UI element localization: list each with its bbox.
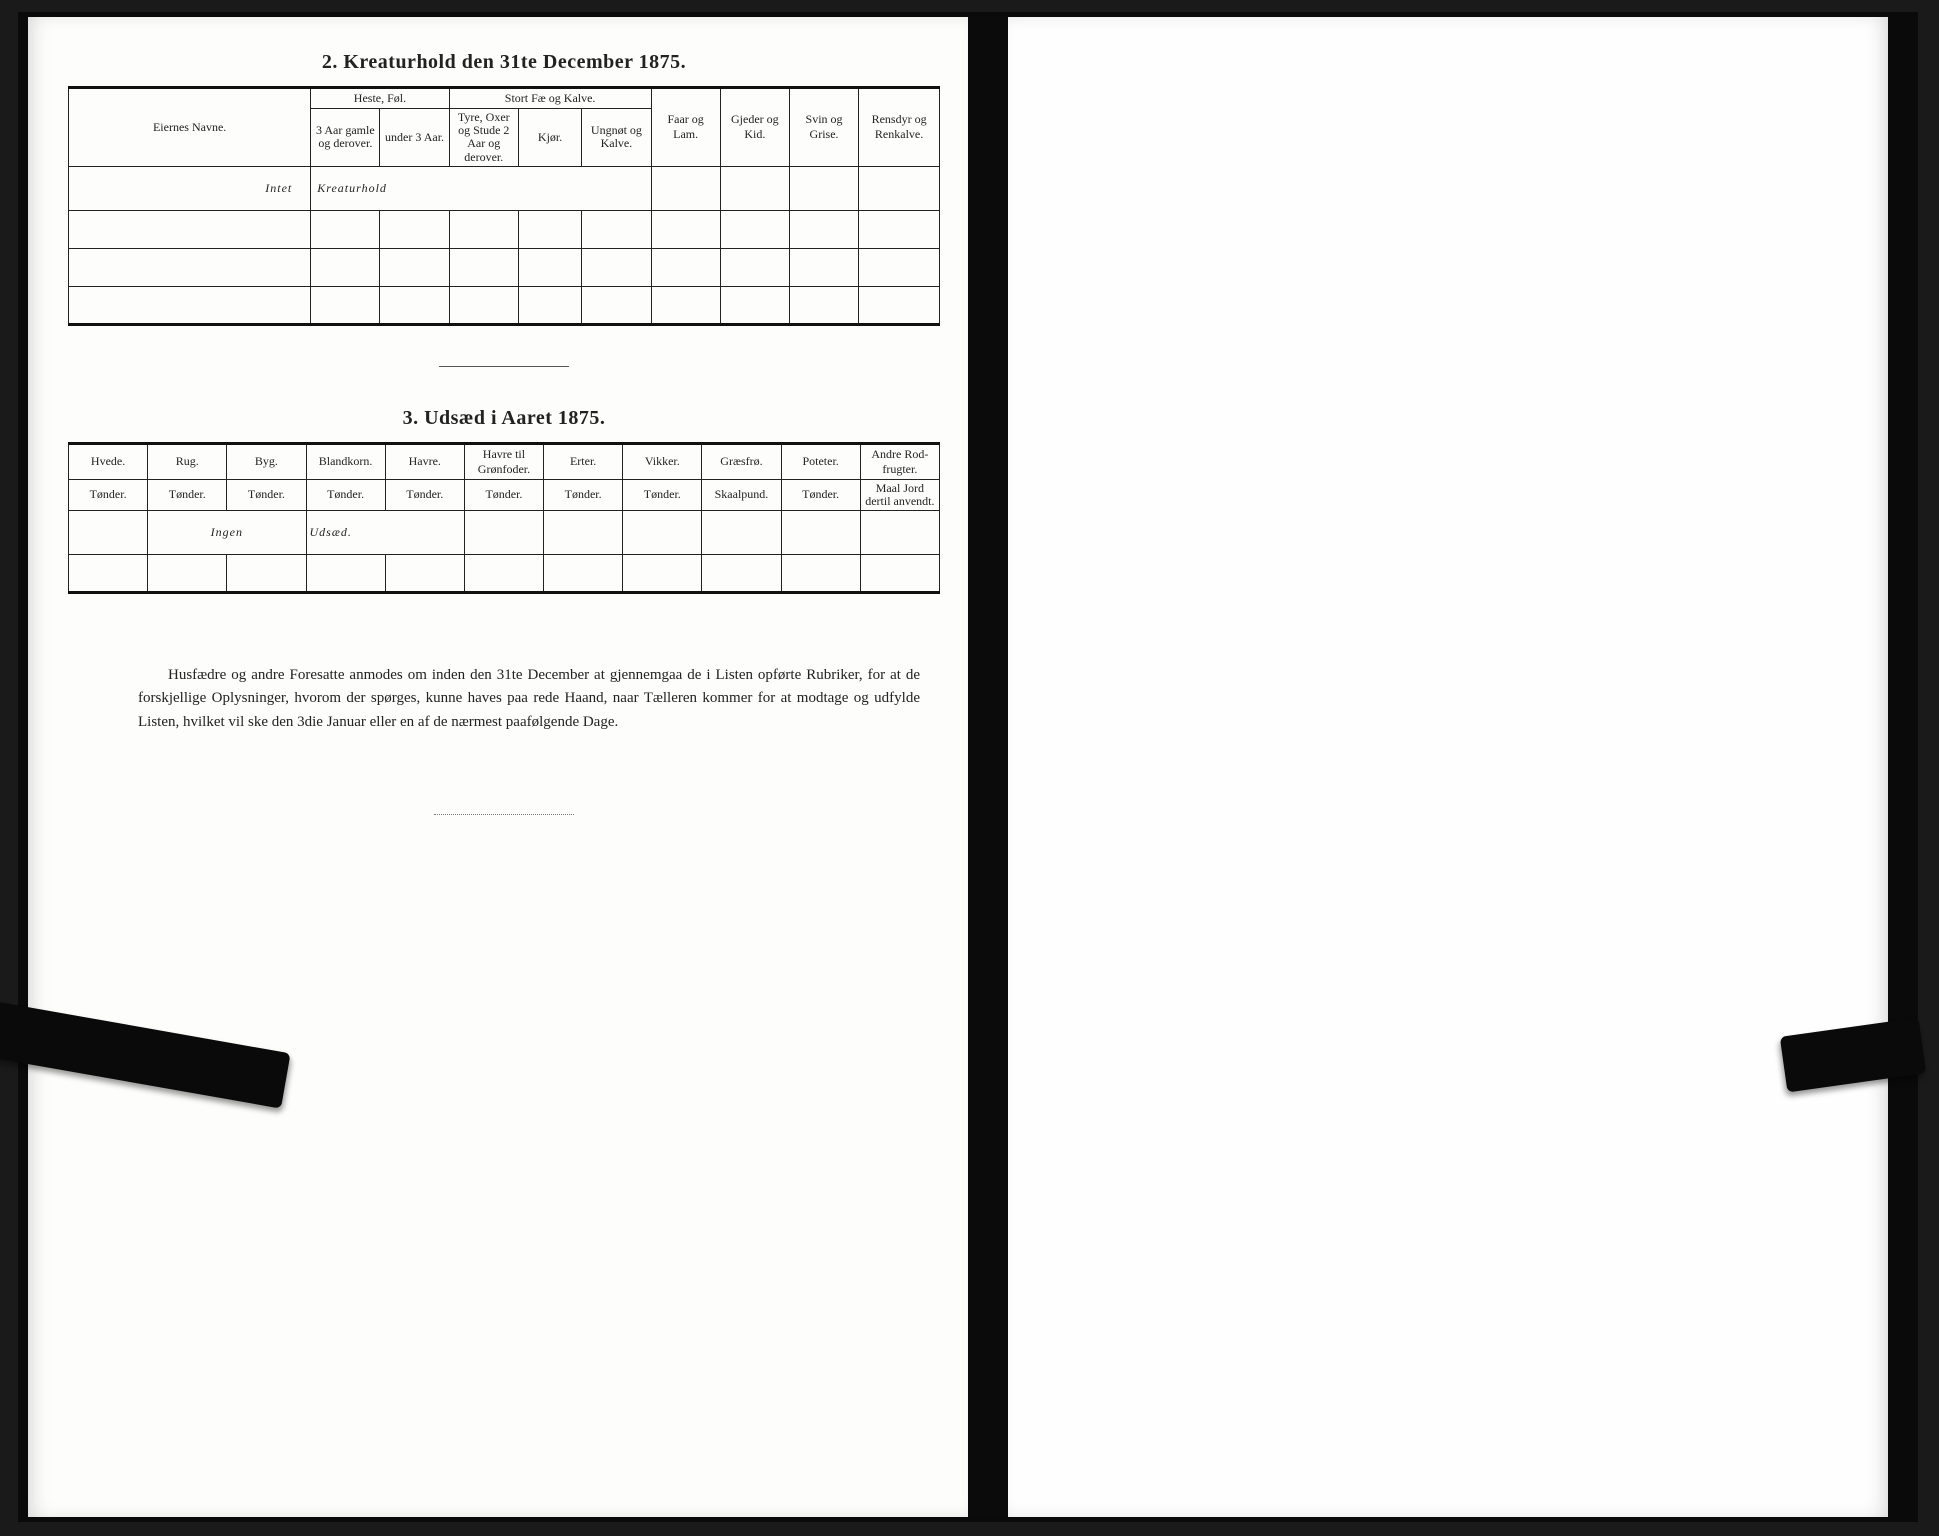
table-row: Intet Kreaturhold (69, 166, 940, 210)
divider (434, 814, 574, 815)
col-header: Blandkorn. (306, 443, 385, 479)
col-header: Erter. (544, 443, 623, 479)
sub-fae-3: Ungnøt og Kalve. (582, 109, 651, 167)
col-subheader: Skaalpund. (702, 479, 781, 510)
page-clip-icon (0, 1001, 291, 1108)
col-subheader: Tønder. (69, 479, 148, 510)
page-clip-icon (1780, 1018, 1926, 1093)
handwriting-cell: Kreaturhold (311, 166, 582, 210)
group-fae: Stort Fæ og Kalve. (449, 88, 651, 109)
col-subheader: Maal Jord dertil anvendt. (860, 479, 939, 510)
table-row (69, 248, 940, 286)
footer-instructions: Husfædre og andre Foresatte anmodes om i… (138, 664, 920, 734)
handwriting-cell: Intet (69, 166, 311, 210)
col-svin: Svin og Grise. (789, 88, 858, 167)
col-subheader: Tønder. (148, 479, 227, 510)
section2-title: 2. Kreaturhold den 31te December 1875. (68, 51, 940, 74)
table-row (69, 555, 940, 593)
col-header: Græsfrø. (702, 443, 781, 479)
scanned-book: 2. Kreaturhold den 31te December 1875. E… (18, 12, 1918, 1522)
col-subheader: Tønder. (544, 479, 623, 510)
sub-heste-2: under 3 Aar. (380, 109, 449, 167)
table-row (69, 210, 940, 248)
group-heste: Heste, Føl. (311, 88, 449, 109)
col-header: Havre til Grønfoder. (464, 443, 543, 479)
table-udsaed: Hvede.Rug.Byg.Blandkorn.Havre.Havre til … (68, 442, 940, 594)
divider (439, 366, 569, 367)
handwriting-cell: Udsæd. (306, 511, 464, 555)
table-kreaturhold: Eiernes Navne. Heste, Føl. Stort Fæ og K… (68, 86, 940, 326)
col-header: Havre. (385, 443, 464, 479)
col-header: Andre Rod-frugter. (860, 443, 939, 479)
table-row: Ingen Udsæd. (69, 511, 940, 555)
col-subheader: Tønder. (623, 479, 702, 510)
col-subheader: Tønder. (385, 479, 464, 510)
col-gjeder: Gjeder og Kid. (720, 88, 789, 167)
col-subheader: Tønder. (781, 479, 860, 510)
right-page (1008, 17, 1888, 1517)
col-faar: Faar og Lam. (651, 88, 720, 167)
sub-fae-2: Kjør. (518, 109, 581, 167)
sub-fae-1: Tyre, Oxer og Stude 2 Aar og derover. (449, 109, 518, 167)
book-spine (968, 17, 1008, 1517)
col-rensdyr: Rensdyr og Renkalve. (859, 88, 940, 167)
col-subheader: Tønder. (464, 479, 543, 510)
col-owner: Eiernes Navne. (69, 88, 311, 167)
section3-title: 3. Udsæd i Aaret 1875. (68, 407, 940, 430)
col-header: Byg. (227, 443, 306, 479)
col-header: Hvede. (69, 443, 148, 479)
col-subheader: Tønder. (306, 479, 385, 510)
sub-heste-1: 3 Aar gamle og derover. (311, 109, 380, 167)
col-header: Poteter. (781, 443, 860, 479)
table-row (69, 286, 940, 324)
left-page: 2. Kreaturhold den 31te December 1875. E… (28, 17, 968, 1517)
col-header: Vikker. (623, 443, 702, 479)
handwriting-cell: Ingen (148, 511, 306, 555)
col-header: Rug. (148, 443, 227, 479)
col-subheader: Tønder. (227, 479, 306, 510)
